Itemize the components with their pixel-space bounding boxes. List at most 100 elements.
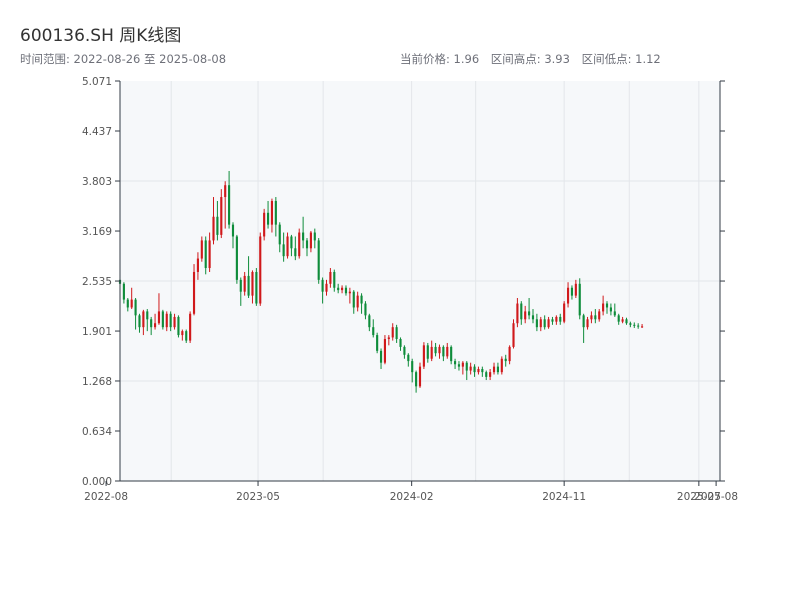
candle-body	[492, 366, 496, 373]
candle-body	[259, 236, 262, 304]
candle	[329, 268, 332, 288]
candle-body	[609, 307, 612, 312]
candle-body	[539, 319, 542, 328]
candle-body	[528, 311, 531, 316]
candle	[368, 313, 371, 332]
candle	[496, 362, 499, 375]
candle-body	[625, 319, 628, 324]
candle	[605, 301, 609, 314]
candle	[200, 236, 203, 262]
candle-body	[613, 311, 616, 316]
candle	[524, 305, 527, 324]
candle-body	[181, 331, 184, 336]
candle	[235, 234, 238, 284]
candle	[434, 342, 437, 357]
candle-body	[157, 311, 161, 324]
candle	[317, 238, 320, 284]
candle	[590, 311, 593, 324]
candle	[302, 216, 305, 249]
candle	[559, 313, 562, 325]
candle	[177, 315, 180, 338]
candle	[231, 222, 235, 249]
candle	[364, 301, 367, 320]
candle	[204, 236, 207, 275]
x-tick-label: 2022-08	[84, 491, 128, 503]
candle-body	[516, 303, 519, 324]
candle-body	[485, 372, 488, 377]
candle	[450, 345, 453, 365]
candle-body	[590, 315, 593, 320]
candle-body	[360, 295, 363, 304]
candle-body	[313, 232, 316, 241]
candle	[465, 361, 468, 381]
candle	[473, 364, 476, 377]
candle	[395, 324, 398, 343]
candle-body	[153, 323, 157, 328]
candle	[492, 362, 496, 375]
candle-body	[364, 303, 367, 316]
candle-body	[512, 323, 515, 347]
candle	[461, 361, 464, 375]
candle	[485, 370, 488, 381]
candle	[407, 353, 410, 367]
candle-body	[122, 283, 125, 300]
candle-body	[239, 279, 242, 292]
candle	[566, 282, 570, 308]
candle-body	[430, 346, 433, 359]
candle-body	[438, 346, 441, 354]
candle	[270, 198, 274, 233]
candle-body	[220, 197, 223, 235]
candle	[539, 316, 542, 332]
candle	[531, 309, 535, 324]
candle	[134, 297, 137, 330]
candle-body	[415, 372, 418, 387]
candle	[613, 303, 616, 317]
candle	[415, 370, 418, 393]
candle	[453, 358, 457, 369]
candle	[290, 234, 293, 257]
candle-body	[321, 279, 324, 292]
candle	[426, 342, 429, 363]
candle	[598, 309, 601, 322]
candle	[243, 271, 246, 296]
candle-body	[520, 303, 523, 320]
candle-body	[130, 299, 133, 308]
candle	[196, 252, 199, 280]
candle	[477, 366, 480, 375]
candle-body	[189, 313, 192, 341]
candle-body	[563, 303, 566, 322]
candle-body	[161, 311, 164, 328]
grid-lines	[120, 81, 720, 481]
candle	[325, 279, 328, 296]
candle-body	[598, 311, 601, 320]
candle	[489, 368, 492, 381]
candle-body	[282, 244, 285, 257]
candle	[321, 277, 324, 304]
candle-body	[457, 364, 461, 367]
candle-body	[368, 315, 371, 328]
y-tick-label: 0.634	[82, 426, 112, 438]
candle	[372, 319, 375, 338]
candle	[387, 335, 390, 346]
candle	[594, 309, 597, 324]
candle	[352, 290, 355, 314]
candle-body	[344, 287, 348, 294]
candle	[625, 317, 628, 325]
candle-body	[418, 366, 422, 387]
candle	[278, 222, 281, 253]
candle-body	[134, 299, 137, 316]
candle-body	[208, 240, 211, 269]
candle-body	[453, 361, 457, 365]
candle	[633, 322, 636, 328]
candle-body	[535, 319, 538, 328]
candle-body	[399, 339, 402, 347]
candle-body	[617, 315, 620, 322]
candle-body	[469, 366, 472, 371]
candle-body	[403, 346, 406, 355]
y-tick-label: 5.071	[82, 76, 112, 88]
candle	[422, 342, 425, 369]
candle	[181, 329, 184, 341]
candle	[500, 356, 503, 375]
candle	[403, 345, 406, 359]
candle-body	[578, 283, 581, 316]
